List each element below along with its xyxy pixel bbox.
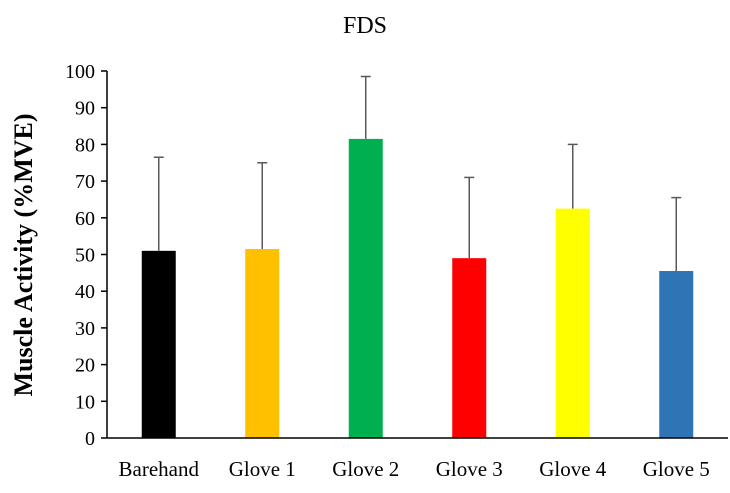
x-tick-label: Glove 1	[229, 457, 296, 481]
y-tick-label: 100	[65, 61, 95, 83]
x-tick-label: Glove 3	[436, 457, 503, 481]
plot-area: 0 10 20 30 40 50 60 70 80 90 100 Barehand Glove 1 Glo…	[65, 61, 728, 481]
bar	[555, 208, 590, 438]
bar	[348, 138, 383, 438]
y-axis-label: Muscle Activity (%MVE)	[9, 113, 38, 396]
y-tick-label: 50	[75, 245, 95, 267]
bar	[659, 271, 694, 438]
x-tick-label: Barehand	[119, 457, 200, 481]
y-tick-label: 30	[75, 318, 95, 340]
chart-title: FDS	[343, 13, 387, 39]
y-tick-label: 10	[75, 391, 95, 413]
y-tick-label: 60	[75, 208, 95, 230]
y-tick-label: 90	[75, 98, 95, 120]
x-tick-label: Glove 2	[332, 457, 399, 481]
y-tick-label: 70	[75, 171, 95, 193]
x-tick-label: Glove 5	[643, 457, 710, 481]
y-tick-label: 80	[75, 134, 95, 156]
bar	[245, 248, 280, 438]
bar	[141, 250, 176, 438]
y-tick-label: 0	[85, 428, 95, 450]
y-tick-label: 40	[75, 281, 95, 303]
x-tick-label: Glove 4	[539, 457, 607, 481]
y-tick-label: 20	[75, 355, 95, 377]
bar	[452, 258, 487, 438]
